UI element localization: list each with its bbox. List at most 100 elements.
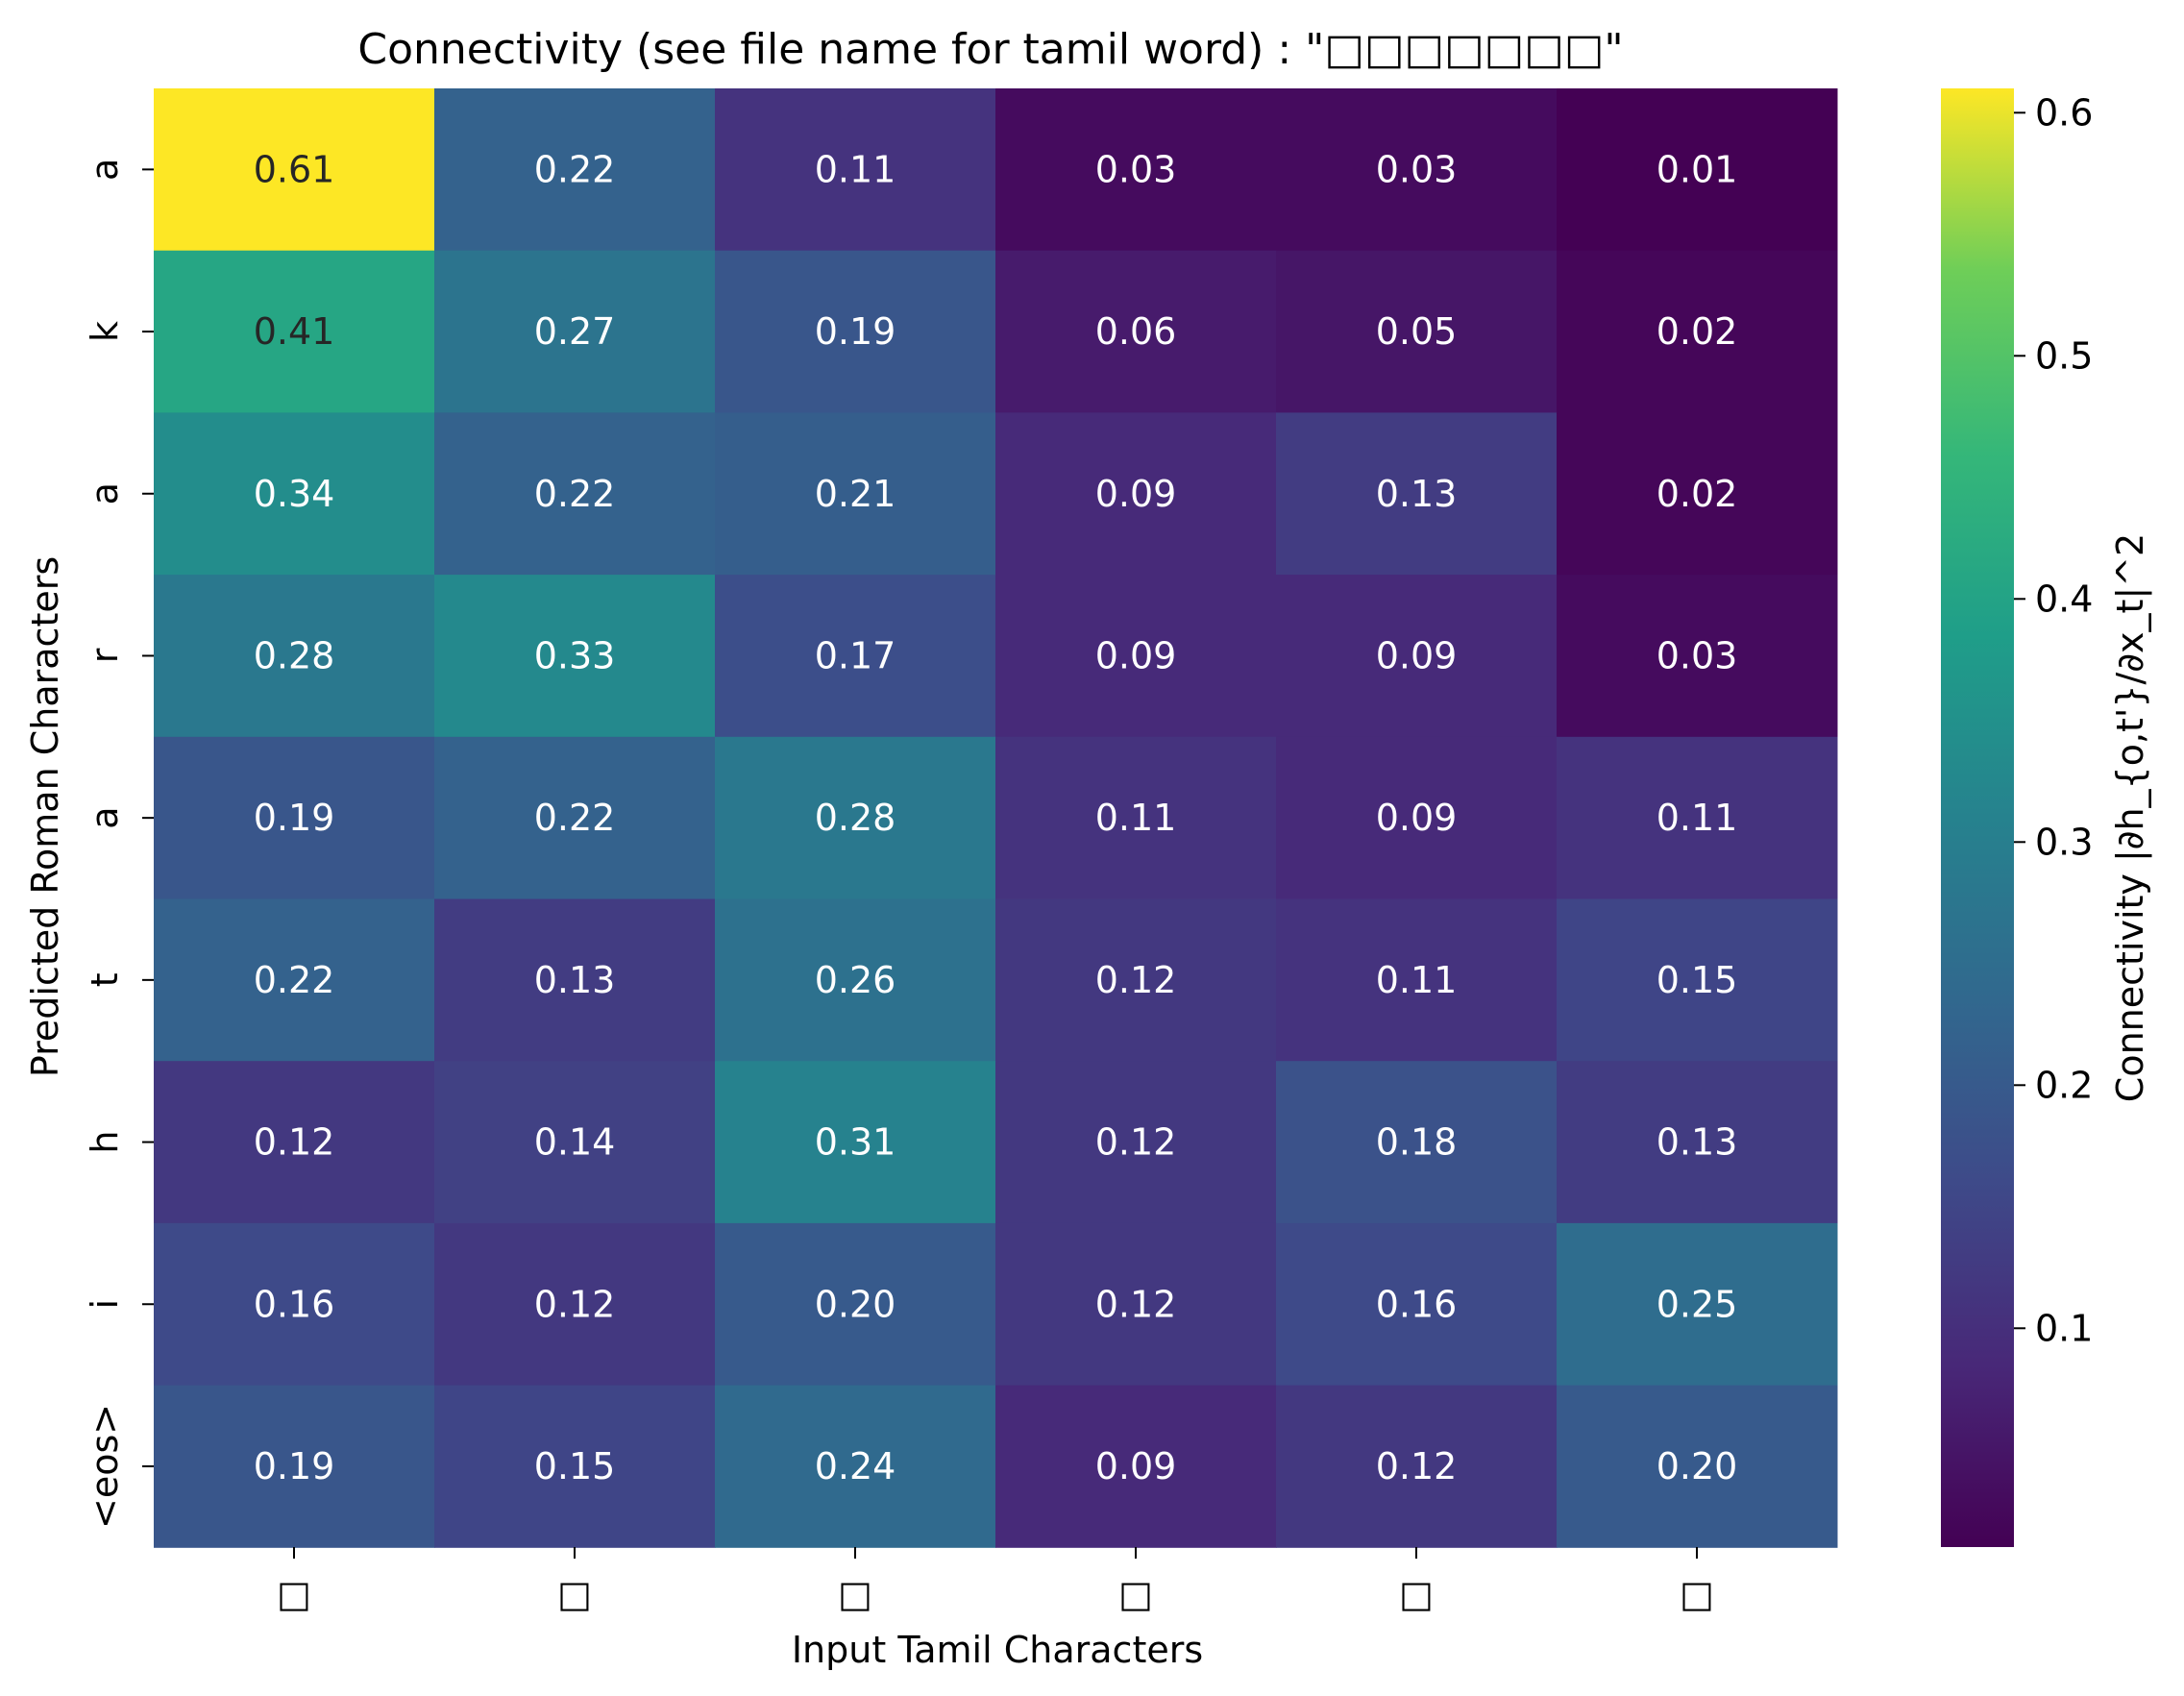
cell-value-label: 0.13 xyxy=(1376,473,1458,515)
heatmap-cell xyxy=(1557,1061,1838,1224)
cell-value-label: 0.22 xyxy=(534,797,616,839)
x-axis-ticks: □ □ □ □ □ □ xyxy=(277,1547,1714,1615)
heatmap-cell xyxy=(1276,88,1558,252)
cell-value-label: 0.27 xyxy=(534,310,616,353)
heatmap-cell xyxy=(995,250,1277,413)
cell-value-label: 0.15 xyxy=(534,1445,616,1487)
heatmap-cell xyxy=(1276,898,1558,1062)
heatmap-cell xyxy=(1276,1385,1558,1548)
heatmap-cell xyxy=(434,1385,716,1548)
cell-value-label: 0.61 xyxy=(254,148,335,190)
heatmap-cell xyxy=(434,1222,716,1387)
x-tick-label: □ xyxy=(557,1573,592,1615)
colorbar-tick-label: 0.1 xyxy=(2035,1307,2093,1349)
cell-value-label: 0.20 xyxy=(1656,1445,1738,1487)
colorbar-tick-label: 0.4 xyxy=(2035,578,2093,620)
colorbar-tick-label: 0.2 xyxy=(2035,1064,2093,1106)
cell-value-label: 0.11 xyxy=(1656,797,1738,839)
x-tick-label: □ xyxy=(1680,1573,1714,1615)
cell-value-label: 0.06 xyxy=(1095,310,1177,353)
cell-value-label: 0.34 xyxy=(254,473,335,515)
heatmap-cell xyxy=(995,412,1277,576)
x-tick-label: □ xyxy=(1118,1573,1153,1615)
cell-value-label: 0.09 xyxy=(1095,473,1177,515)
heatmap-cell xyxy=(715,898,996,1062)
heatmap-cell xyxy=(1276,412,1558,576)
cell-value-label: 0.03 xyxy=(1095,148,1177,190)
heatmap-cell xyxy=(995,575,1277,738)
heatmap-cell xyxy=(434,898,716,1062)
cell-value-label: 0.09 xyxy=(1095,634,1177,676)
x-axis-label: Input Tamil Characters xyxy=(792,1629,1203,1671)
cell-value-label: 0.05 xyxy=(1376,310,1458,353)
heatmap-cell xyxy=(995,898,1277,1062)
heatmap-cell xyxy=(1557,88,1838,252)
cell-value-label: 0.16 xyxy=(254,1283,335,1325)
heatmap-cell xyxy=(154,736,435,899)
heatmap-cell-labels: 0.61 0.22 0.11 0.03 0.03 0.01 0.41 0.27 0.19 0.06… xyxy=(254,148,1738,1487)
cell-value-label: 0.13 xyxy=(534,959,616,1001)
heatmap-cell xyxy=(1557,898,1838,1062)
heatmap-cell xyxy=(995,1061,1277,1224)
heatmap-cell xyxy=(1557,1385,1838,1548)
cell-value-label: 0.13 xyxy=(1656,1121,1738,1164)
cell-value-label: 0.12 xyxy=(534,1283,616,1325)
heatmap-cell xyxy=(715,736,996,899)
cell-value-label: 0.28 xyxy=(254,634,335,676)
cell-value-label: 0.09 xyxy=(1376,634,1458,676)
cell-value-label: 0.02 xyxy=(1656,473,1738,515)
heatmap-cell xyxy=(715,575,996,738)
cell-value-label: 0.22 xyxy=(534,473,616,515)
heatmap-cell xyxy=(154,88,435,252)
y-tick-label: a xyxy=(84,807,126,829)
cell-value-label: 0.41 xyxy=(254,310,335,353)
heatmap-cell xyxy=(995,88,1277,252)
y-tick-label: i xyxy=(84,1299,126,1310)
heatmap-cell xyxy=(434,412,716,576)
heatmap-cell xyxy=(1557,412,1838,576)
cell-value-label: 0.11 xyxy=(1095,797,1177,839)
heatmap-cell xyxy=(154,1385,435,1548)
heatmap-cell xyxy=(715,88,996,252)
cell-value-label: 0.09 xyxy=(1376,797,1458,839)
cell-value-label: 0.17 xyxy=(815,634,896,676)
heatmap-cell xyxy=(995,1222,1277,1387)
cell-value-label: 0.24 xyxy=(815,1445,896,1487)
colorbar xyxy=(1941,88,2014,1547)
y-axis-label: Predicted Roman Characters xyxy=(24,556,66,1077)
y-tick-label: h xyxy=(84,1131,126,1154)
cell-value-label: 0.21 xyxy=(815,473,896,515)
cell-value-label: 0.12 xyxy=(1095,1283,1177,1325)
cell-value-label: 0.03 xyxy=(1376,148,1458,190)
heatmap-cell xyxy=(1276,575,1558,738)
cell-value-label: 0.12 xyxy=(1095,959,1177,1001)
cell-value-label: 0.26 xyxy=(815,959,896,1001)
colorbar-label: Connectivity |∂h_{o,t'}/∂x_t|^2 xyxy=(2109,533,2152,1102)
y-axis-ticks: a k a r a t h i <eos> xyxy=(84,159,154,1529)
cell-value-label: 0.25 xyxy=(1656,1283,1738,1325)
heatmap-cell xyxy=(434,1061,716,1224)
heatmap-cell xyxy=(1557,250,1838,413)
heatmap-cell xyxy=(154,412,435,576)
heatmap-cell xyxy=(715,1061,996,1224)
cell-value-label: 0.22 xyxy=(254,959,335,1001)
cell-value-label: 0.02 xyxy=(1656,310,1738,353)
cell-value-label: 0.31 xyxy=(815,1121,896,1164)
cell-value-label: 0.11 xyxy=(1376,959,1458,1001)
heatmap-cell xyxy=(995,1385,1277,1548)
colorbar-tick-label: 0.5 xyxy=(2035,334,2093,377)
heatmap-cell xyxy=(154,575,435,738)
heatmap-cell xyxy=(434,575,716,738)
heatmap-cell xyxy=(715,250,996,413)
y-tick-label: t xyxy=(84,972,126,987)
cell-value-label: 0.01 xyxy=(1656,148,1738,190)
x-tick-label: □ xyxy=(1399,1573,1434,1615)
heatmap-cell xyxy=(154,898,435,1062)
heatmap-cells xyxy=(154,88,1838,1548)
heatmap-cell xyxy=(154,1061,435,1224)
cell-value-label: 0.03 xyxy=(1656,634,1738,676)
cell-value-label: 0.19 xyxy=(815,310,896,353)
cell-value-label: 0.12 xyxy=(1376,1445,1458,1487)
heatmap-cell xyxy=(1276,1222,1558,1387)
